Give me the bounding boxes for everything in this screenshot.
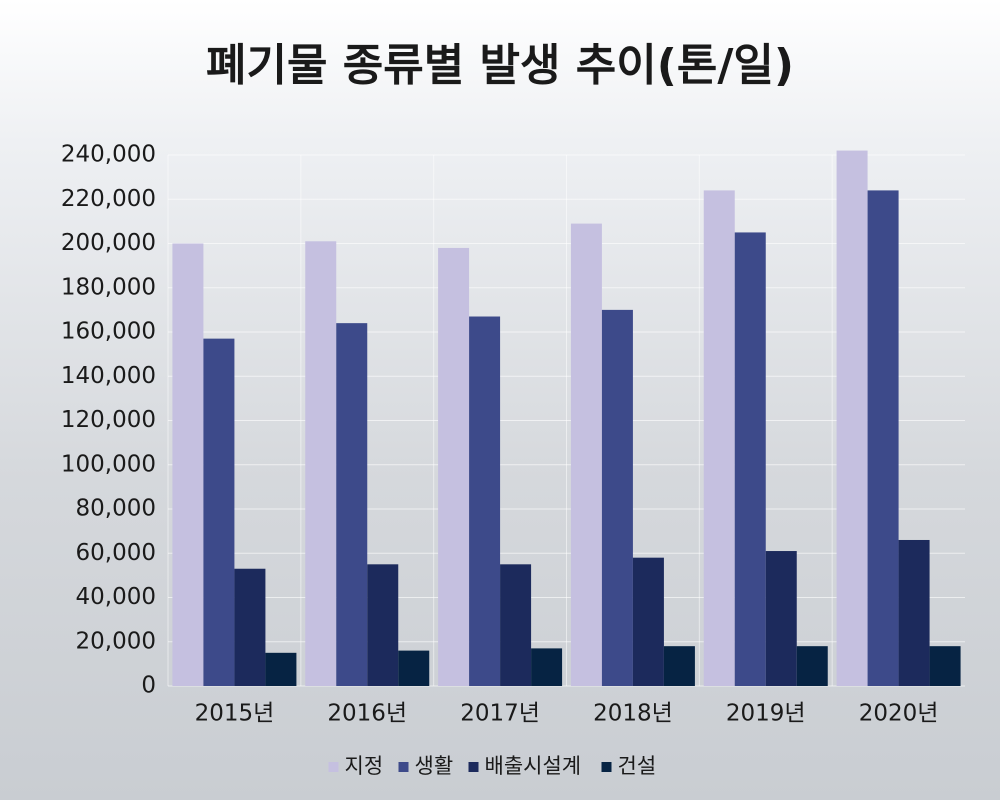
- legend-label: 건설: [618, 754, 657, 778]
- bar: [898, 539, 930, 686]
- legend-swatch: [601, 762, 612, 772]
- bar: [531, 648, 563, 686]
- bar: [601, 309, 633, 686]
- bar: [203, 338, 235, 686]
- bar: [367, 564, 399, 686]
- bar: [570, 223, 602, 686]
- bar: [632, 557, 664, 686]
- y-tick-label: 220,000: [61, 186, 156, 212]
- x-tick-label: 2018년: [593, 701, 673, 727]
- bar: [796, 646, 828, 686]
- bar: [265, 652, 297, 686]
- bar: [703, 190, 735, 686]
- y-tick-label: 80,000: [76, 496, 156, 522]
- bar: [305, 241, 337, 686]
- bar: [663, 646, 695, 686]
- x-tick-label: 2016년: [327, 701, 407, 727]
- bar: [469, 316, 501, 686]
- y-tick-label: 240,000: [61, 142, 156, 168]
- bar: [234, 568, 266, 686]
- y-tick-label: 200,000: [61, 230, 156, 256]
- y-tick-label: 120,000: [61, 407, 156, 433]
- bar: [398, 650, 430, 686]
- bar: [929, 646, 961, 686]
- bar: [836, 150, 868, 686]
- bar: [765, 551, 797, 686]
- legend-label: 배출시설계: [485, 754, 582, 778]
- x-tick-label: 2019년: [726, 701, 806, 727]
- legend-swatch: [468, 762, 479, 772]
- legend-swatch: [398, 762, 409, 772]
- chart-title: 폐기물 종류별 발생 추이(톤/일): [206, 40, 794, 91]
- y-tick-label: 180,000: [61, 274, 156, 300]
- y-tick-label: 0: [141, 673, 156, 699]
- y-tick-label: 160,000: [61, 319, 156, 345]
- bar: [734, 232, 766, 686]
- y-tick-label: 60,000: [76, 540, 156, 566]
- y-tick-label: 140,000: [61, 363, 156, 389]
- legend-label: 지정: [345, 754, 384, 778]
- x-tick-label: 2017년: [460, 701, 540, 727]
- bar: [336, 323, 368, 686]
- bar: [867, 190, 899, 686]
- y-tick-label: 20,000: [76, 628, 156, 654]
- x-tick-label: 2020년: [859, 701, 939, 727]
- legend-label: 생활: [415, 754, 454, 778]
- x-tick-label: 2015년: [195, 701, 275, 727]
- bar: [500, 564, 532, 686]
- y-tick-label: 100,000: [61, 451, 156, 477]
- bar: [172, 243, 204, 686]
- legend-swatch: [328, 762, 339, 772]
- bar: [438, 247, 470, 687]
- y-tick-label: 40,000: [76, 584, 156, 610]
